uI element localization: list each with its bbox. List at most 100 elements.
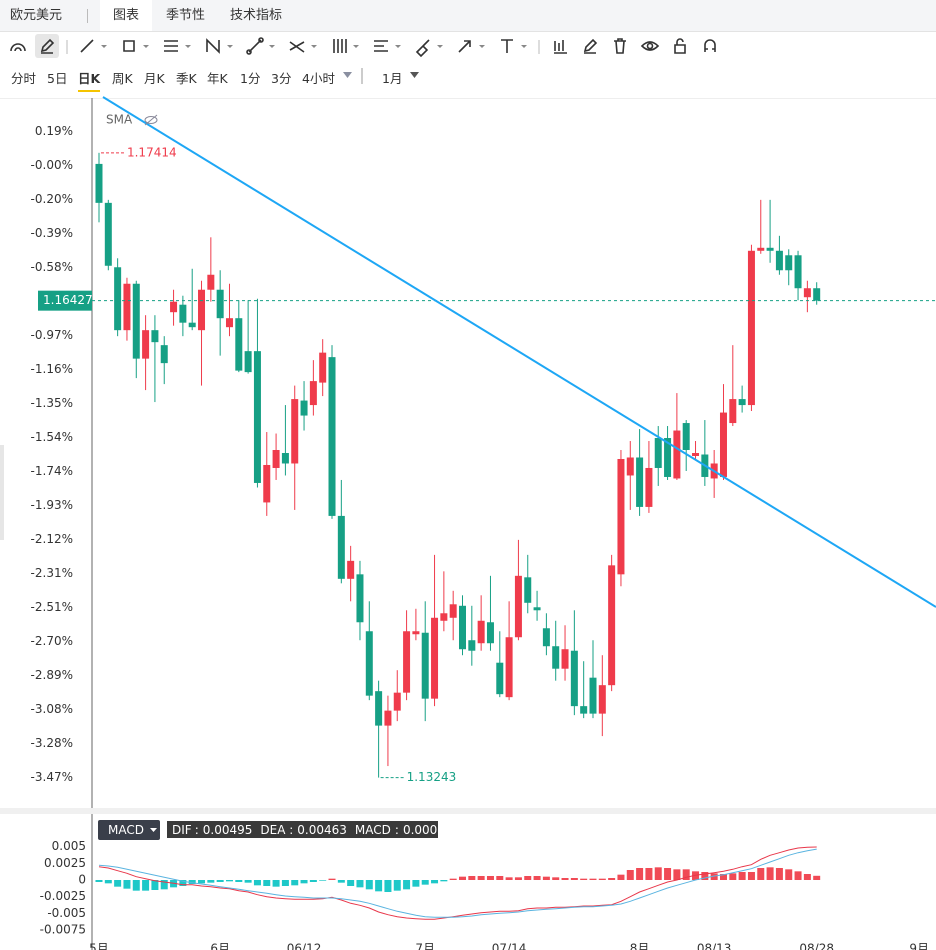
tool-dropdown[interactable] — [101, 45, 107, 48]
macd-bar — [281, 880, 289, 886]
indicator-select[interactable] — [98, 820, 160, 840]
tool-icon[interactable] — [246, 37, 264, 55]
macd-bar — [561, 878, 569, 880]
macd-bar — [104, 880, 112, 884]
tool-dropdown[interactable] — [395, 45, 401, 48]
period[interactable]: 5日 — [47, 71, 68, 86]
dropdown-arrow[interactable] — [410, 72, 419, 78]
indicator-name[interactable]: MACD — [108, 823, 144, 837]
period[interactable]: 3分 — [271, 71, 292, 86]
tool-dropdown[interactable] — [143, 45, 149, 48]
candle-body — [300, 400, 308, 416]
y-tick-label: -1.93% — [31, 498, 73, 512]
tab[interactable]: 季节性 — [166, 8, 206, 23]
eye-icon[interactable] — [144, 116, 158, 124]
tool-icon[interactable] — [614, 38, 626, 54]
period[interactable]: 1分 — [240, 71, 261, 86]
tab[interactable]: 图表 — [100, 0, 152, 31]
macd-bar — [803, 874, 811, 880]
macd-bar — [244, 880, 252, 883]
legend-separator: : — [289, 823, 293, 837]
period[interactable]: 月K — [144, 71, 165, 86]
period[interactable]: 分时 — [11, 71, 37, 86]
tool-icon[interactable] — [374, 40, 388, 52]
price-tag-label: 1.16427 — [43, 293, 93, 307]
tool-active-bg[interactable] — [35, 34, 59, 58]
period[interactable]: 年K — [207, 71, 228, 86]
tool-icon[interactable] — [674, 38, 686, 54]
toolbar — [10, 34, 716, 58]
trend-line[interactable] — [102, 96, 936, 608]
x-tick-label: 5月 — [89, 942, 109, 950]
tool-icon[interactable] — [289, 41, 305, 53]
macd-bar — [347, 880, 355, 886]
candle-body — [170, 301, 178, 313]
candle-body — [673, 430, 681, 479]
price-tag — [38, 290, 92, 311]
candle-body — [486, 622, 494, 644]
macd-bar — [552, 877, 560, 880]
y-tick-label: -0.00% — [31, 158, 73, 172]
candle-body — [449, 604, 457, 618]
y-tick-label: -1.74% — [31, 464, 73, 478]
macd-bar — [636, 868, 644, 880]
low-label: 1.13243 — [407, 770, 457, 784]
tool-icon[interactable] — [583, 38, 598, 54]
macd-bar — [179, 880, 187, 886]
dropdown-arrow[interactable] — [343, 72, 352, 78]
macd-bar — [291, 880, 299, 886]
tool-icon[interactable] — [40, 38, 55, 54]
tool-icon[interactable] — [501, 39, 513, 53]
macd-bar — [738, 872, 746, 880]
tool-icon[interactable] — [80, 39, 94, 53]
macd-bar — [95, 880, 103, 882]
candle-body — [151, 330, 159, 343]
tool-dropdown[interactable] — [311, 45, 317, 48]
tool-icon[interactable] — [415, 39, 430, 58]
tool-dropdown[interactable] — [353, 45, 359, 48]
tool-dropdown[interactable] — [269, 45, 275, 48]
macd-bar — [328, 878, 336, 880]
tool-icon[interactable] — [164, 40, 178, 52]
tool-dropdown[interactable] — [479, 45, 485, 48]
period[interactable]: 周K — [112, 71, 133, 86]
tool-icon[interactable] — [333, 39, 347, 53]
tool-icon[interactable] — [640, 41, 660, 51]
tool-icon[interactable] — [458, 40, 471, 53]
side-handle[interactable] — [0, 445, 4, 540]
macd-bar — [403, 880, 411, 890]
macd-bar — [356, 880, 364, 888]
y-tick-label: -2.31% — [31, 566, 73, 580]
y-tick-label: 0.005 — [52, 839, 86, 853]
divider — [0, 98, 936, 99]
y-tick-label: -0.0025 — [40, 889, 86, 903]
hide-icon[interactable] — [144, 114, 158, 126]
macd-bar — [309, 880, 317, 882]
dropdown-arrow[interactable] — [150, 828, 157, 832]
indicator-label[interactable]: SMA — [106, 113, 133, 127]
tool-icon[interactable] — [10, 43, 26, 52]
macd-bar — [393, 880, 401, 891]
tool-icon[interactable] — [206, 38, 220, 54]
period[interactable]: 日K — [78, 68, 101, 92]
tool-icon[interactable] — [123, 40, 135, 52]
tool-dropdown[interactable] — [437, 45, 443, 48]
legend-separator: : — [195, 823, 199, 837]
period[interactable]: 季K — [176, 71, 197, 86]
macd-bar — [337, 880, 345, 883]
tool-dropdown[interactable] — [185, 45, 191, 48]
high-label: 1.17414 — [127, 145, 177, 159]
tool-dropdown[interactable] — [227, 45, 233, 48]
period-icons — [343, 68, 419, 84]
period[interactable]: 4小时 — [302, 71, 335, 86]
macd-bar — [729, 873, 737, 880]
tab[interactable]: 技术指标 — [230, 8, 283, 23]
macd-bar — [421, 880, 429, 885]
tool-icon[interactable] — [704, 39, 716, 52]
candle-body — [766, 247, 774, 251]
tool-icon[interactable] — [554, 40, 567, 54]
range-selector[interactable]: 1月 — [382, 71, 403, 86]
y-tick-label: -3.47% — [31, 770, 73, 784]
tool-dropdown[interactable] — [521, 45, 527, 48]
eye-slash[interactable] — [144, 114, 158, 126]
